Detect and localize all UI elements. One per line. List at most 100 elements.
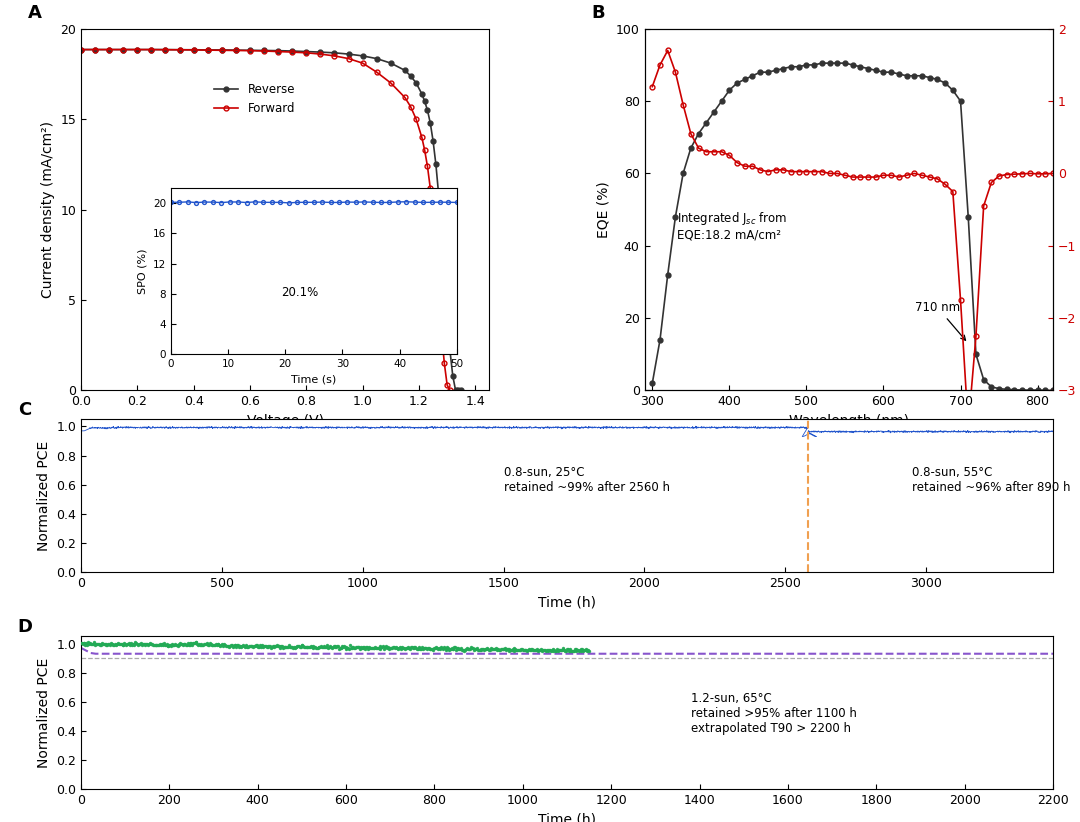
Point	[299, 640, 316, 653]
Point	[283, 640, 300, 653]
Point	[541, 644, 558, 657]
Forward	[215, 45, 228, 55]
Point	[321, 640, 338, 653]
Point	[284, 641, 301, 654]
Point	[380, 642, 397, 655]
Point	[281, 640, 298, 653]
Point	[487, 642, 504, 655]
Point	[266, 640, 283, 653]
Point	[124, 638, 141, 651]
Point	[555, 643, 572, 656]
Point	[252, 639, 269, 652]
Point	[211, 639, 228, 652]
Point	[558, 643, 576, 656]
Reverse	[399, 66, 411, 76]
Point	[451, 642, 469, 655]
Point	[329, 640, 347, 653]
Point	[518, 645, 536, 658]
Point	[229, 639, 246, 652]
Point	[379, 641, 396, 654]
Point	[237, 639, 254, 652]
Point	[368, 642, 386, 655]
Point	[286, 641, 303, 654]
Point	[129, 637, 146, 650]
Point	[491, 643, 509, 656]
Point	[402, 642, 419, 655]
Point	[490, 644, 508, 657]
Point	[410, 642, 428, 655]
Point	[114, 639, 132, 652]
Point	[178, 639, 195, 652]
Point	[461, 643, 478, 656]
Point	[579, 643, 596, 656]
Reverse	[435, 226, 448, 236]
Forward	[432, 288, 445, 298]
Point	[430, 642, 447, 655]
Point	[319, 639, 336, 652]
Point	[194, 639, 212, 652]
Point	[517, 643, 535, 656]
Point	[345, 640, 362, 653]
Point	[227, 639, 244, 652]
Y-axis label: EQE (%): EQE (%)	[596, 181, 610, 238]
Point	[311, 640, 328, 653]
Point	[119, 637, 136, 650]
Point	[176, 637, 193, 650]
Point	[225, 640, 242, 653]
Point	[409, 642, 427, 655]
Point	[326, 640, 343, 653]
Point	[347, 640, 364, 653]
Point	[313, 641, 330, 654]
Point	[78, 638, 95, 651]
Point	[434, 642, 451, 655]
Point	[275, 640, 293, 653]
Point	[141, 637, 159, 650]
Point	[271, 640, 288, 653]
Forward	[300, 48, 313, 58]
Point	[532, 643, 550, 656]
Forward	[103, 44, 116, 54]
Point	[130, 638, 147, 651]
Point	[253, 639, 270, 652]
Point	[394, 642, 411, 655]
Point	[397, 641, 415, 654]
Point	[504, 643, 522, 656]
Point	[342, 641, 360, 654]
Point	[203, 639, 220, 652]
Point	[279, 640, 296, 653]
Point	[467, 643, 484, 656]
Point	[485, 643, 502, 656]
Text: 710 nm: 710 nm	[915, 301, 966, 340]
Point	[568, 644, 585, 657]
Point	[216, 638, 233, 651]
Point	[424, 643, 442, 656]
Point	[214, 640, 231, 653]
Forward	[272, 47, 285, 57]
Point	[538, 643, 555, 656]
Point	[179, 637, 197, 650]
Point	[356, 642, 374, 655]
Point	[521, 643, 538, 656]
Point	[334, 640, 351, 653]
Point	[81, 637, 98, 650]
Point	[473, 642, 490, 655]
Point	[355, 640, 373, 653]
Point	[515, 644, 532, 657]
Point	[288, 640, 306, 653]
Point	[571, 644, 589, 657]
Point	[258, 640, 275, 653]
Point	[287, 640, 305, 653]
Point	[443, 642, 460, 655]
Y-axis label: Current density (mA/cm²): Current density (mA/cm²)	[41, 121, 55, 298]
Point	[322, 640, 339, 653]
Point	[541, 644, 558, 657]
Forward	[159, 45, 172, 55]
Forward	[437, 358, 450, 368]
Point	[118, 638, 135, 651]
Reverse	[243, 45, 256, 55]
Point	[530, 644, 548, 657]
Forward	[201, 45, 214, 55]
Point	[333, 641, 350, 654]
Reverse	[370, 53, 383, 63]
Point	[226, 639, 243, 652]
